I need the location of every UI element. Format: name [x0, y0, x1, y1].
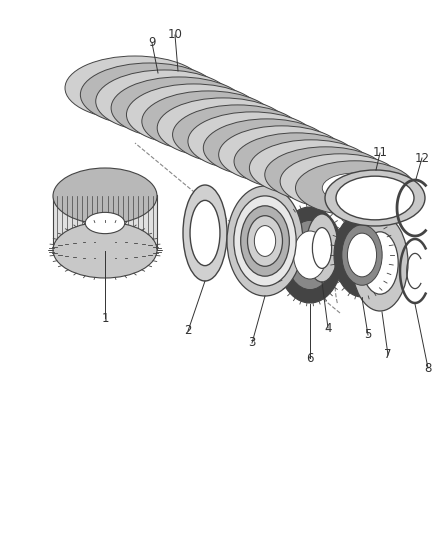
Ellipse shape	[296, 161, 414, 215]
Ellipse shape	[273, 150, 349, 185]
Ellipse shape	[240, 206, 290, 276]
Ellipse shape	[173, 105, 303, 164]
Ellipse shape	[232, 132, 302, 164]
FancyBboxPatch shape	[53, 195, 157, 250]
Text: 7: 7	[384, 349, 392, 361]
Ellipse shape	[293, 231, 326, 279]
Ellipse shape	[280, 154, 400, 209]
Ellipse shape	[92, 68, 178, 108]
Text: 11: 11	[372, 147, 388, 159]
Text: 9: 9	[148, 36, 156, 50]
Ellipse shape	[202, 118, 273, 151]
Ellipse shape	[182, 109, 264, 147]
Ellipse shape	[292, 159, 359, 190]
Ellipse shape	[234, 133, 359, 190]
Ellipse shape	[111, 77, 247, 139]
Ellipse shape	[336, 176, 414, 220]
Ellipse shape	[247, 216, 283, 266]
Ellipse shape	[190, 200, 220, 265]
Text: 8: 8	[424, 361, 432, 375]
Ellipse shape	[141, 91, 216, 125]
Ellipse shape	[342, 225, 382, 285]
Ellipse shape	[234, 196, 296, 286]
Ellipse shape	[227, 186, 303, 296]
Ellipse shape	[203, 119, 331, 177]
Ellipse shape	[112, 77, 188, 112]
Ellipse shape	[277, 207, 343, 303]
Ellipse shape	[65, 56, 205, 120]
Ellipse shape	[249, 140, 373, 196]
Ellipse shape	[152, 95, 235, 134]
Ellipse shape	[53, 168, 157, 224]
Ellipse shape	[303, 164, 378, 198]
Ellipse shape	[322, 173, 388, 203]
Ellipse shape	[212, 123, 292, 159]
Ellipse shape	[142, 91, 275, 152]
Ellipse shape	[286, 221, 334, 289]
Ellipse shape	[172, 104, 245, 138]
Ellipse shape	[122, 82, 207, 121]
Text: 2: 2	[184, 325, 192, 337]
Ellipse shape	[96, 70, 233, 133]
Text: 10: 10	[168, 28, 183, 42]
Text: 5: 5	[364, 328, 372, 342]
Ellipse shape	[80, 63, 219, 126]
Ellipse shape	[188, 112, 317, 171]
Ellipse shape	[352, 215, 408, 311]
Text: 6: 6	[306, 351, 314, 365]
Ellipse shape	[347, 233, 377, 277]
Ellipse shape	[312, 228, 332, 269]
Ellipse shape	[53, 222, 157, 278]
Ellipse shape	[243, 137, 321, 173]
Text: 12: 12	[414, 151, 430, 165]
Ellipse shape	[127, 84, 261, 146]
Ellipse shape	[325, 170, 425, 226]
Ellipse shape	[157, 98, 289, 158]
Ellipse shape	[183, 185, 227, 281]
Ellipse shape	[254, 225, 276, 256]
Ellipse shape	[219, 126, 345, 183]
Text: 1: 1	[101, 311, 109, 325]
Text: 3: 3	[248, 336, 256, 350]
Ellipse shape	[262, 146, 331, 177]
Ellipse shape	[334, 213, 390, 297]
Text: 4: 4	[324, 321, 332, 335]
Ellipse shape	[265, 147, 387, 203]
Ellipse shape	[362, 232, 398, 294]
Ellipse shape	[306, 214, 338, 282]
Ellipse shape	[85, 212, 125, 233]
